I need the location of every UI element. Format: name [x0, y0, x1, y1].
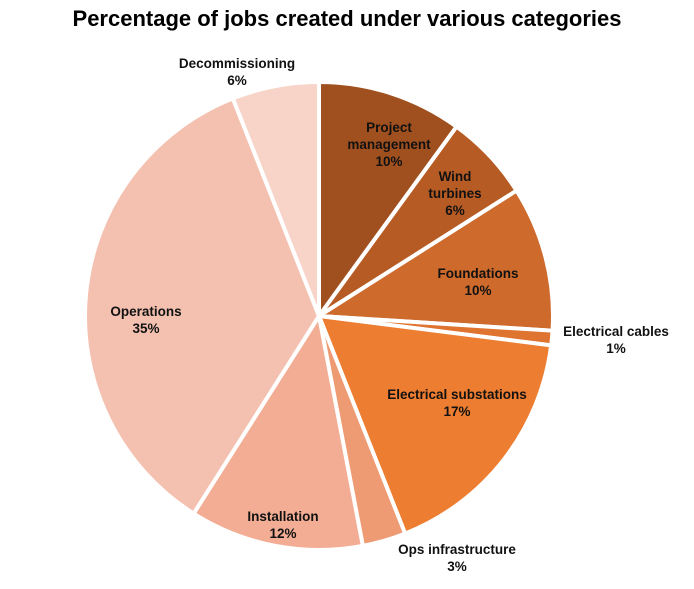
slice-percent-7: 35% — [132, 321, 159, 336]
slice-percent-4: 17% — [443, 404, 470, 419]
pie-labels: Project management 10% Wind turbines 6% Founda… — [110, 56, 669, 574]
pie-slice-7 — [83, 96, 321, 516]
slice-percent-1: 6% — [445, 203, 465, 218]
slice-name-5-line-0: Ops infrastructure — [398, 542, 516, 557]
slice-percent-5: 3% — [447, 559, 467, 574]
slice-percent-8: 6% — [227, 73, 247, 88]
slice-name-0-line-1: management — [347, 137, 431, 152]
slice-label-3: Electrical cables 1% — [563, 324, 669, 356]
slice-label-1: Wind turbines 6% — [428, 169, 481, 218]
slice-name-1-line-0: Wind — [439, 169, 472, 184]
slice-name-1-line-1: turbines — [428, 186, 481, 201]
slice-label-4: Electrical substations 17% — [387, 387, 527, 419]
slice-percent-0: 10% — [375, 154, 402, 169]
slice-label-0: Project management 10% — [347, 120, 431, 169]
slice-percent-6: 12% — [269, 526, 296, 541]
pie-slice-0 — [317, 80, 459, 318]
slice-name-4-line-0: Electrical substations — [387, 387, 527, 402]
slice-percent-2: 10% — [464, 283, 491, 298]
slice-label-7: Operations 35% — [110, 304, 181, 336]
slice-label-6: Installation 12% — [247, 509, 318, 541]
slice-label-2: Foundations 10% — [438, 266, 519, 298]
slice-name-6-line-0: Installation — [247, 509, 318, 524]
slice-name-8-line-0: Decommissioning — [179, 56, 295, 71]
pie-slice-8 — [230, 80, 321, 318]
chart-title: Percentage of jobs created under various… — [72, 6, 622, 31]
slice-label-5: Ops infrastructure 3% — [398, 542, 516, 574]
slice-name-3-line-0: Electrical cables — [563, 324, 669, 339]
slice-name-7-line-0: Operations — [110, 304, 181, 319]
pie-slices — [83, 80, 555, 552]
slice-percent-3: 1% — [606, 341, 626, 356]
slice-label-8: Decommissioning 6% — [179, 56, 295, 88]
pie-slice-4 — [317, 314, 554, 536]
pie-slice-2 — [317, 188, 555, 333]
slice-name-2-line-0: Foundations — [438, 266, 519, 281]
pie-slice-6 — [191, 314, 365, 552]
slice-name-0-line-0: Project — [366, 120, 412, 135]
